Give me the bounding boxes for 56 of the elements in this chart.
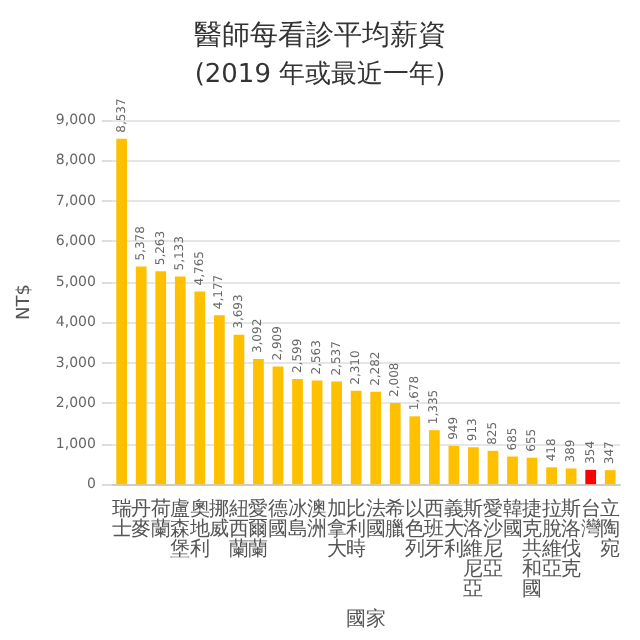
chart-title: 醫師每看診平均薪資 <box>194 20 446 52</box>
x-tick-label: 加拿大 <box>326 497 347 562</box>
bar <box>213 315 225 485</box>
bar <box>311 380 323 485</box>
bar <box>253 359 264 485</box>
x-tick-label: 西班牙 <box>424 499 445 562</box>
x-tick-label: 韓國 <box>502 497 523 542</box>
x-tick-label: 拉脫維亞 <box>539 497 562 582</box>
bar <box>350 390 362 485</box>
x-tick-label: 斯洛伐克 <box>561 497 582 582</box>
bar <box>546 467 557 485</box>
x-tick-label: 德國 <box>268 499 288 542</box>
bar <box>507 456 518 485</box>
x-tick-label: 比利時 <box>346 497 367 562</box>
bar <box>155 271 167 485</box>
x-tick-label: 奧地利 <box>187 497 210 562</box>
x-tick-label: 希臘 <box>385 497 406 542</box>
x-tick-label: 台灣 <box>580 497 601 542</box>
x-tick-label: 立陶宛 <box>600 497 621 562</box>
bar <box>194 291 206 485</box>
bar <box>565 468 577 485</box>
bar <box>292 379 303 485</box>
bar <box>272 366 284 485</box>
bar <box>468 447 479 485</box>
bar <box>585 469 597 485</box>
x-tick-label: 丹麥 <box>131 499 152 542</box>
bar <box>448 445 460 485</box>
x-tick-label: 澳洲 <box>307 497 328 542</box>
x-tick-label: 義大利 <box>443 497 464 562</box>
bar <box>135 266 147 485</box>
x-tick-label: 冰島 <box>287 497 308 542</box>
bar <box>233 334 245 485</box>
x-tick-label: 法國 <box>365 497 386 542</box>
x-tick-label: 挪威 <box>209 497 230 542</box>
bar <box>526 457 538 485</box>
bar <box>116 138 128 485</box>
x-tick-label: 紐西蘭 <box>226 499 249 562</box>
bar <box>487 450 499 485</box>
x-tick-label: 以色列 <box>404 497 425 562</box>
bar <box>428 430 440 485</box>
y-axis-title: NT$ <box>15 284 35 321</box>
x-tick-label: 荷蘭 <box>150 497 171 542</box>
x-axis-title: 國家 <box>345 607 386 631</box>
x-tick-label: 捷克共和國 <box>522 497 543 602</box>
bar <box>604 470 616 485</box>
x-tick-label: 盧森堡 <box>170 497 191 562</box>
x-tick-label: 斯洛維尼亞 <box>461 497 484 602</box>
bar <box>174 276 186 485</box>
chart-subtitle: (2019 年或最近一年) <box>194 60 446 90</box>
bar <box>389 402 401 485</box>
x-tick-label: 愛沙尼亞 <box>482 497 503 582</box>
bar <box>331 381 342 485</box>
bar <box>409 416 421 485</box>
x-tick-label: 愛爾蘭 <box>248 497 269 562</box>
x-tick-label: 瑞士 <box>111 497 132 542</box>
bar <box>370 391 382 485</box>
